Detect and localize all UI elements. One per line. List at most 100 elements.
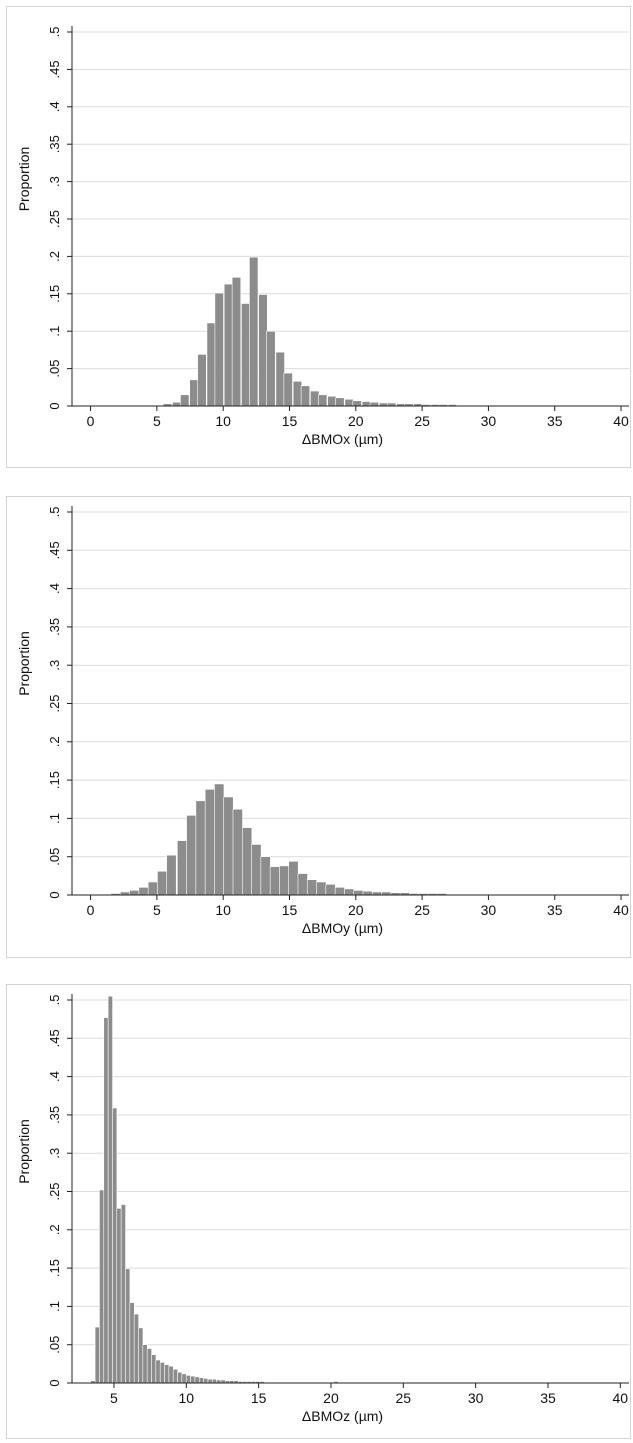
y-tick-label: .2 — [47, 1224, 62, 1235]
histogram-bar — [369, 401, 379, 407]
histogram-bar — [353, 890, 364, 896]
histogram-bar — [157, 870, 168, 896]
histogram-bar — [334, 887, 345, 896]
x-axis-title: ΔBMOy (µm) — [302, 920, 383, 936]
histogram-bar — [203, 1378, 209, 1384]
histogram-bar — [258, 294, 268, 407]
histogram-bar — [214, 292, 224, 407]
histogram-bar — [223, 796, 234, 896]
x-tick-label: 25 — [414, 902, 430, 918]
y-tick-label: .35 — [47, 135, 62, 153]
histogram-bar — [195, 800, 206, 896]
histogram-bar — [138, 887, 149, 896]
histogram-bar — [335, 397, 345, 407]
histogram-bar — [190, 1375, 196, 1384]
x-tick-label: 35 — [547, 413, 563, 429]
y-tick-label: .3 — [47, 1148, 62, 1159]
histogram-bmoy-svg: 0 .05 .1 .15 .2 .25 .3 .35 .4 .45 .5 0 5 10 15 20 25 30 35… — [16, 506, 629, 936]
histogram-bar — [223, 283, 234, 407]
y-tick-label: .15 — [47, 771, 62, 789]
histogram-bar — [120, 1204, 126, 1384]
histogram-bar — [241, 303, 251, 407]
histogram-bar — [310, 390, 320, 407]
y-tick-label: .4 — [47, 101, 62, 112]
y-tick-label: .1 — [47, 1301, 62, 1312]
histogram-bar — [232, 808, 243, 896]
histogram-bar — [362, 890, 373, 896]
x-tick-label: 5 — [153, 413, 161, 429]
histogram-bar — [142, 1344, 148, 1384]
histogram-bar — [292, 381, 303, 407]
y-tick-label: 0 — [47, 891, 62, 898]
histogram-bar — [194, 1376, 200, 1384]
histogram-bar — [186, 815, 197, 896]
histogram-bar — [133, 1313, 139, 1384]
y-tick-label: .25 — [47, 210, 62, 228]
y-axis-title: Proportion — [16, 1119, 32, 1184]
histogram-bar — [344, 398, 354, 407]
y-tick-label: .2 — [47, 736, 62, 747]
x-tick-label: 40 — [613, 902, 629, 918]
histogram-bar — [177, 1371, 183, 1384]
y-tick-label: 0 — [47, 402, 62, 409]
x-tick-label: 25 — [396, 1390, 412, 1406]
histogram-bar — [300, 385, 311, 407]
histogram-bar — [181, 1373, 187, 1384]
histogram-bar — [116, 1208, 122, 1384]
x-tick-label: 15 — [282, 902, 298, 918]
histogram-bar — [306, 879, 318, 896]
y-tick-label: .3 — [47, 176, 62, 187]
y-tick-label: .15 — [47, 285, 62, 303]
histogram-bar — [176, 840, 188, 896]
x-tick-label: 5 — [153, 902, 161, 918]
histogram-bar — [197, 354, 207, 407]
y-tick-label: .5 — [47, 27, 62, 38]
histogram-bar — [206, 322, 216, 407]
histogram-bar — [146, 1348, 152, 1384]
x-tick-label: 40 — [613, 413, 629, 429]
histogram-bar — [211, 1378, 218, 1384]
histogram-bar — [251, 844, 262, 896]
histogram-panel-bmoz: 0 .05 .1 .15 .2 .25 .3 .35 .4 .45 .5 5 10 15 20 25 30 35 4… — [6, 984, 631, 1439]
histogram-bar — [172, 1368, 178, 1384]
x-tick-label: 35 — [540, 1390, 556, 1406]
histogram-bar — [266, 330, 276, 407]
histogram-bar — [112, 1107, 118, 1384]
histogram-bar — [166, 854, 177, 896]
histogram-bar — [159, 1362, 165, 1384]
y-tick-label: .25 — [47, 694, 62, 712]
histogram-bar — [189, 379, 199, 407]
x-tick-label: 30 — [468, 1390, 484, 1406]
y-axis-title: Proportion — [16, 631, 32, 696]
histogram-bar — [129, 890, 140, 896]
x-tick-label: 30 — [481, 902, 497, 918]
histogram-bar — [361, 401, 372, 407]
histogram-bar — [283, 372, 293, 407]
histogram-bar — [164, 1364, 170, 1384]
histogram-bar — [138, 1327, 144, 1384]
histogram-bar — [231, 277, 242, 407]
histogram-bar — [325, 883, 336, 896]
histogram-bmox-svg: 0 .05 .1 .15 .2 .25 .3 .35 .4 .45 .5 0 5 10 15 20 25 30 35… — [16, 26, 629, 447]
histogram-bar — [103, 1017, 109, 1384]
histogram-bar — [168, 1365, 174, 1384]
y-tick-label: .4 — [47, 583, 62, 594]
x-axis-title: ΔBMOz (µm) — [302, 1408, 383, 1424]
histogram-bar — [94, 1326, 100, 1384]
y-tick-label: .4 — [47, 1071, 62, 1082]
x-tick-label: 20 — [348, 902, 364, 918]
histogram-bar — [129, 1302, 135, 1384]
x-tick-label: 20 — [348, 413, 364, 429]
y-tick-label: 0 — [47, 1379, 62, 1386]
x-tick-label: 40 — [613, 1390, 629, 1406]
histogram-bar — [241, 827, 253, 896]
y-tick-label: .45 — [47, 541, 62, 559]
x-tick-label: 10 — [179, 1390, 195, 1406]
x-tick-label: 25 — [414, 413, 430, 429]
y-axis-title: Proportion — [16, 147, 32, 212]
histogram-bar — [204, 788, 215, 896]
histogram-bar — [352, 400, 362, 407]
histogram-bar — [275, 351, 285, 407]
y-tick-label: .5 — [47, 507, 62, 518]
histogram-bar — [288, 860, 299, 896]
